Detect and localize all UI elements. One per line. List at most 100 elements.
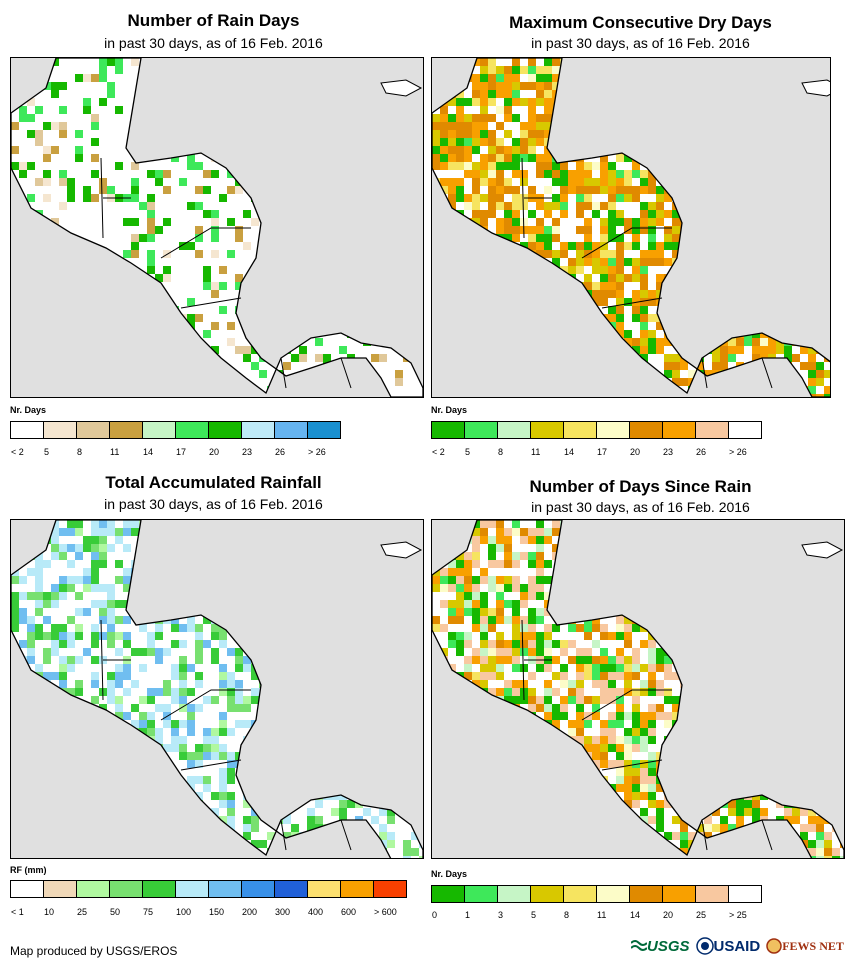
grid-cell [560,696,568,704]
grid-cell [99,98,107,106]
grid-cell [187,704,195,712]
legend-swatch [564,422,597,438]
grid-cell [512,608,520,616]
grid-cell [464,632,472,640]
grid-cell [227,250,235,258]
internal-border [160,227,251,259]
grid-cell [624,632,632,640]
grid-cell [488,194,496,202]
grid-cell [664,210,672,218]
grid-cell [560,162,568,170]
grid-cell [616,194,624,202]
grid-cell [147,720,155,728]
grid-cell [632,314,640,322]
grid-cell [472,536,480,544]
grid-cell [584,162,592,170]
grid-cell [608,266,616,274]
grid-cell [203,744,211,752]
grid-cell [35,632,43,640]
grid-cell [147,696,155,704]
grid-cell [672,704,680,712]
grid-cell [195,752,203,760]
grid-cell [808,386,816,394]
grid-cell [243,720,251,728]
grid-cell [251,816,259,824]
grid-cell [608,186,616,194]
grid-cell [19,592,27,600]
grid-cell [75,154,83,162]
legend-label: > 26 [308,447,326,457]
grid-cell [243,800,251,808]
grid-cell [528,210,536,218]
grid-cell [504,696,512,704]
grid-cell [147,712,155,720]
grid-cell [632,696,640,704]
grid-cell [496,194,504,202]
grid-cell [536,242,544,250]
legend-title: Nr. Days [431,405,468,415]
grid-cell [568,178,576,186]
grid-cell [616,234,624,242]
grid-cell [560,202,568,210]
grid-cell [592,186,600,194]
grid-cell [608,632,616,640]
grid-cell [552,66,560,74]
grid-cell [512,616,520,624]
grid-cell [632,338,640,346]
grid-cell [672,226,680,234]
grid-cell [544,82,552,90]
grid-cell [411,848,419,856]
grid-cell [608,218,616,226]
grid-cell [496,656,504,664]
grid-cell [35,664,43,672]
grid-cell [91,114,99,122]
grid-cell [219,632,227,640]
grid-cell [568,258,576,266]
grid-cell [512,162,520,170]
grid-cell [608,680,616,688]
grid-cell [19,576,27,584]
legend-label: 20 [209,447,220,457]
grid-cell [504,600,512,608]
grid-cell [528,106,536,114]
grid-cell [584,194,592,202]
grid-cell [163,266,171,274]
legend-label: 11 [531,447,541,457]
grid-cell [11,616,19,624]
grid-cell [632,234,640,242]
grid-cell [552,672,560,680]
grid-cell [544,536,552,544]
grid-cell [520,632,528,640]
grid-cell [107,688,115,696]
grid-cell [480,632,488,640]
grid-cell [632,274,640,282]
grid-cell [608,672,616,680]
grid-cell [456,648,464,656]
grid-cell [528,58,536,66]
grid-cell [59,624,67,632]
grid-cell [688,370,696,378]
grid-cell [640,640,648,648]
grid-cell [600,178,608,186]
grid-cell [640,712,648,720]
grid-cell [544,688,552,696]
grid-cell [179,688,187,696]
grid-cell [115,648,123,656]
grid-cell [768,346,776,354]
grid-cell [520,624,528,632]
grid-cell [147,688,155,696]
grid-cell [656,274,664,282]
legend-label: 400 [308,907,324,917]
grid-cell [472,592,480,600]
grid-cell [728,338,736,346]
grid-cell [616,290,624,298]
legend-bar [431,421,762,439]
grid-cell [472,194,480,202]
grid-cell [552,178,560,186]
grid-cell [624,218,632,226]
grid-cell [187,688,195,696]
grid-cell [187,712,195,720]
grid-cell [432,154,440,162]
grid-cell [51,648,59,656]
grid-cell [155,728,163,736]
